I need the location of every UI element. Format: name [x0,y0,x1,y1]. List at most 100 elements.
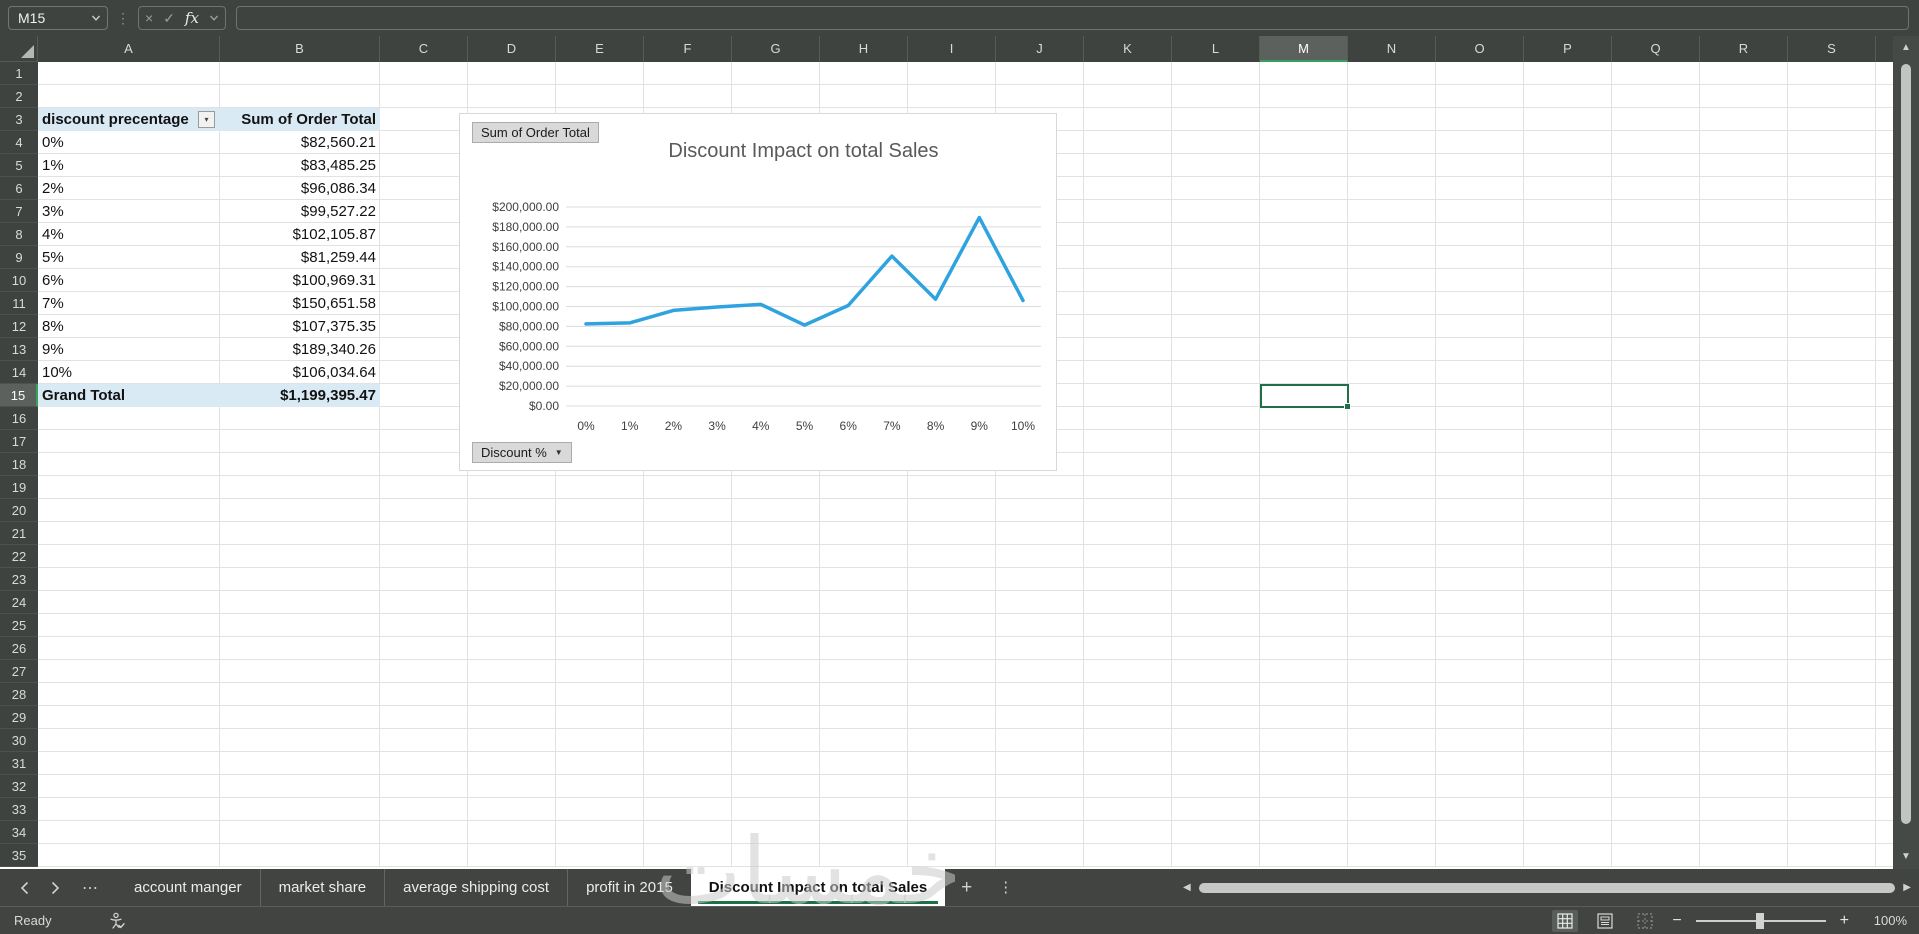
column-header-A[interactable]: A [38,36,220,62]
row-header-28[interactable]: 28 [0,683,38,706]
column-header-I[interactable]: I [908,36,996,62]
scroll-right-icon[interactable]: ▶ [1903,882,1911,893]
grid-canvas[interactable]: discount precentage ▾ Sum of Order Total 0%… [38,62,1893,867]
pivot-cell-value[interactable]: $106,034.64 [292,364,376,381]
pivot-cell-label[interactable]: 4% [42,226,64,243]
pivot-cell-label[interactable]: 1% [42,157,64,174]
row-header-5[interactable]: 5 [0,154,38,177]
row-header-30[interactable]: 30 [0,729,38,752]
enter-icon[interactable]: ✓ [163,9,175,26]
row-header-4[interactable]: 4 [0,131,38,154]
column-header-C[interactable]: C [380,36,468,62]
row-header-13[interactable]: 13 [0,338,38,361]
row-header-18[interactable]: 18 [0,453,38,476]
pivot-cell-label[interactable]: Grand Total [42,387,126,404]
column-header-M[interactable]: M [1260,36,1348,62]
pivot-cell-label[interactable]: 7% [42,295,64,312]
zoom-out-button[interactable]: − [1672,911,1682,929]
row-header-1[interactable]: 1 [0,62,38,85]
select-all-button[interactable] [0,36,38,62]
sheet-tab-discount-impact-on-total-sales[interactable]: Discount Impact on total Sales [690,869,946,906]
row-header-17[interactable]: 17 [0,430,38,453]
insert-function-icon[interactable]: fx [184,9,199,27]
pivot-cell-value[interactable]: $150,651.58 [292,295,376,312]
sheet-tab-profit-in-2015[interactable]: profit in 2015 [567,869,691,906]
column-header-S[interactable]: S [1788,36,1876,62]
row-header-23[interactable]: 23 [0,568,38,591]
column-header-J[interactable]: J [996,36,1084,62]
column-header-B[interactable]: B [220,36,380,62]
chart-field-button[interactable]: Sum of Order Total [472,122,599,143]
pivot-cell-value[interactable]: Sum of Order Total [241,111,376,128]
pivot-cell-value[interactable]: $107,375.35 [292,318,376,335]
column-header-N[interactable]: N [1348,36,1436,62]
row-header-16[interactable]: 16 [0,407,38,430]
row-header-31[interactable]: 31 [0,752,38,775]
row-header-34[interactable]: 34 [0,821,38,844]
chart[interactable]: $0.00 $20,000.00 $40,000.00 $60,000.00 $80,0… [459,113,1057,471]
row-header-7[interactable]: 7 [0,200,38,223]
normal-view-button[interactable] [1552,909,1579,932]
row-header-24[interactable]: 24 [0,591,38,614]
pivot-cell-label[interactable]: 3% [42,203,64,220]
new-sheet-button[interactable]: + [961,877,973,898]
row-header-29[interactable]: 29 [0,706,38,729]
zoom-slider-thumb[interactable] [1755,912,1764,929]
formula-input[interactable] [235,6,1909,30]
accessibility-checker-icon[interactable] [108,912,126,930]
name-box[interactable]: M15 [8,6,108,30]
pivot-cell-label[interactable]: 5% [42,249,64,266]
pivot-cell-value[interactable]: $82,560.21 [300,134,376,151]
next-sheet-icon[interactable] [51,881,60,895]
pivot-cell-label[interactable]: 8% [42,318,64,335]
row-header-9[interactable]: 9 [0,246,38,269]
row-header-6[interactable]: 6 [0,177,38,200]
column-header-F[interactable]: F [644,36,732,62]
pivot-cell-value[interactable]: $189,340.26 [292,341,376,358]
row-header-8[interactable]: 8 [0,223,38,246]
cancel-icon[interactable]: × [145,10,154,26]
column-header-G[interactable]: G [732,36,820,62]
row-header-10[interactable]: 10 [0,269,38,292]
pivot-cell-value[interactable]: $1,199,395.47 [280,387,376,404]
sheet-options-icon[interactable]: ⋮ [998,879,1014,896]
prev-sheet-icon[interactable] [20,881,29,895]
row-header-11[interactable]: 11 [0,292,38,315]
column-header-K[interactable]: K [1084,36,1172,62]
pivot-cell-value[interactable]: $96,086.34 [300,180,376,197]
column-header-E[interactable]: E [556,36,644,62]
row-header-26[interactable]: 26 [0,637,38,660]
row-header-21[interactable]: 21 [0,522,38,545]
column-header-O[interactable]: O [1436,36,1524,62]
zoom-in-button[interactable]: + [1839,911,1849,929]
row-header-12[interactable]: 12 [0,315,38,338]
row-header-22[interactable]: 22 [0,545,38,568]
row-header-27[interactable]: 27 [0,660,38,683]
column-header-R[interactable]: R [1700,36,1788,62]
pivot-cell-label[interactable]: 9% [42,341,64,358]
row-header-14[interactable]: 14 [0,361,38,384]
sheet-tab-average-shipping-cost[interactable]: average shipping cost [384,869,567,906]
all-sheets-icon[interactable]: ⋯ [82,879,98,897]
chart-axis-button[interactable]: Discount % ▼ [472,442,572,463]
row-header-19[interactable]: 19 [0,476,38,499]
pivot-cell-label[interactable]: 6% [42,272,64,289]
row-header-32[interactable]: 32 [0,775,38,798]
vertical-scrollbar[interactable]: ▲ ▼ [1893,36,1919,869]
pivot-cell-value[interactable]: $102,105.87 [292,226,376,243]
pivot-cell-label[interactable]: 0% [42,134,64,151]
row-header-20[interactable]: 20 [0,499,38,522]
page-layout-view-button[interactable] [1592,910,1618,932]
page-break-view-button[interactable] [1632,910,1658,932]
pivot-cell-value[interactable]: $81,259.44 [300,249,376,266]
pivot-cell-value[interactable]: $100,969.31 [292,272,376,289]
row-header-15[interactable]: 15 [0,384,38,407]
pivot-cell-label[interactable]: 10% [42,364,73,381]
row-header-33[interactable]: 33 [0,798,38,821]
column-header-D[interactable]: D [468,36,556,62]
sheet-tab-account-manger[interactable]: account manger [134,879,242,896]
filter-dropdown-button[interactable]: ▾ [198,111,215,128]
horizontal-scrollbar[interactable]: ◀ ▶ [1183,869,1911,906]
fill-handle[interactable] [1344,403,1351,410]
row-header-3[interactable]: 3 [0,108,38,131]
